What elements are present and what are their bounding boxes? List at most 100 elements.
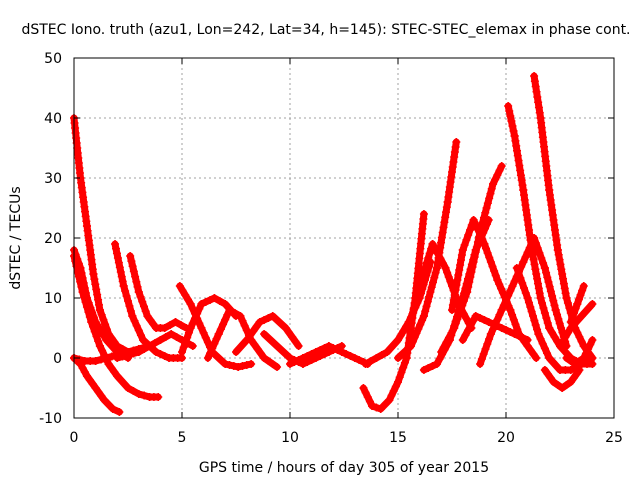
plus-marker <box>316 346 325 354</box>
x-tick-label: 0 <box>70 430 79 446</box>
plus-marker <box>127 257 136 266</box>
plus-marker <box>512 264 521 272</box>
plus-marker <box>119 282 128 290</box>
plus-marker <box>511 136 520 145</box>
plus-marker <box>558 337 567 346</box>
plus-marker <box>551 306 560 314</box>
plus-marker <box>389 387 398 395</box>
plus-marker <box>430 273 439 282</box>
plus-marker <box>512 146 521 155</box>
plus-marker <box>167 330 176 338</box>
plus-marker <box>92 332 101 341</box>
plus-marker <box>444 273 453 281</box>
data-series <box>113 330 197 362</box>
plus-marker <box>80 284 89 292</box>
plus-marker <box>273 363 282 371</box>
plus-marker <box>172 333 181 341</box>
plus-marker <box>478 235 487 244</box>
plus-marker <box>298 354 307 362</box>
plus-marker <box>240 321 249 330</box>
plus-marker <box>416 320 425 329</box>
plus-marker <box>126 307 135 315</box>
plus-marker <box>563 299 572 307</box>
plus-marker <box>479 213 488 222</box>
plus-marker <box>131 272 140 281</box>
plus-marker <box>574 316 582 324</box>
data-series <box>70 354 124 416</box>
plus-marker <box>516 274 525 282</box>
plus-marker <box>94 337 103 346</box>
plus-marker <box>152 348 161 356</box>
plus-marker <box>575 366 584 374</box>
plus-marker <box>76 264 85 272</box>
plus-marker <box>128 312 137 320</box>
plus-marker <box>88 308 97 317</box>
plus-marker <box>94 295 103 304</box>
plus-marker <box>397 368 406 377</box>
y-tick-label: 50 <box>44 51 62 67</box>
plus-marker <box>554 315 563 323</box>
plus-marker <box>113 372 122 380</box>
plus-marker <box>558 270 567 278</box>
plus-marker <box>561 333 570 341</box>
plus-marker <box>154 393 163 401</box>
plus-marker <box>520 284 528 292</box>
plus-marker <box>497 162 506 170</box>
plus-marker <box>507 117 516 125</box>
plus-marker <box>527 307 536 316</box>
plus-marker <box>529 255 538 264</box>
plus-marker <box>432 360 441 368</box>
plus-marker <box>77 269 86 277</box>
plus-marker <box>97 355 105 364</box>
plus-marker <box>91 280 100 289</box>
plus-marker <box>385 396 394 404</box>
plus-marker <box>530 72 539 80</box>
plus-marker <box>479 350 488 358</box>
plus-marker <box>102 336 111 344</box>
plus-marker <box>186 300 195 308</box>
plus-marker <box>410 333 419 342</box>
plus-marker <box>537 254 546 262</box>
plus-marker <box>469 216 478 224</box>
plus-marker <box>527 246 536 254</box>
plus-marker <box>176 321 185 329</box>
data-series <box>126 252 191 332</box>
plus-marker <box>216 325 225 334</box>
plus-marker <box>443 268 452 277</box>
chart-title: dSTEC Iono. truth (azu1, Lon=242, Lat=34… <box>21 22 630 38</box>
plus-marker <box>564 328 573 337</box>
plus-marker <box>483 249 492 257</box>
plus-marker <box>106 340 114 348</box>
y-tick-label: 0 <box>53 351 62 367</box>
plus-marker <box>421 307 430 316</box>
plus-marker <box>471 248 480 256</box>
plus-marker <box>539 304 548 312</box>
plus-marker <box>456 306 465 314</box>
plus-marker <box>521 289 530 297</box>
plus-marker <box>425 249 434 258</box>
plus-marker <box>458 301 467 310</box>
plus-marker <box>206 296 215 304</box>
x-tick-label: 5 <box>178 430 187 446</box>
plus-marker <box>84 298 93 307</box>
plus-marker <box>515 161 524 170</box>
plus-marker <box>562 354 571 362</box>
plus-marker <box>134 326 143 335</box>
plus-marker <box>363 393 372 401</box>
plus-marker <box>575 357 584 365</box>
plus-marker <box>394 336 402 344</box>
plus-marker <box>529 312 537 320</box>
plus-marker <box>221 360 230 368</box>
plus-marker <box>78 274 87 282</box>
plus-marker <box>453 315 462 323</box>
y-tick-label: -10 <box>39 411 62 427</box>
plus-marker <box>553 310 562 319</box>
plus-marker <box>533 274 542 283</box>
plus-marker <box>206 349 215 358</box>
data-series-group <box>70 72 597 416</box>
plus-marker <box>141 307 150 316</box>
plus-marker <box>264 314 273 322</box>
plus-marker <box>581 349 590 358</box>
plus-marker <box>463 326 472 335</box>
plus-marker <box>201 298 210 306</box>
